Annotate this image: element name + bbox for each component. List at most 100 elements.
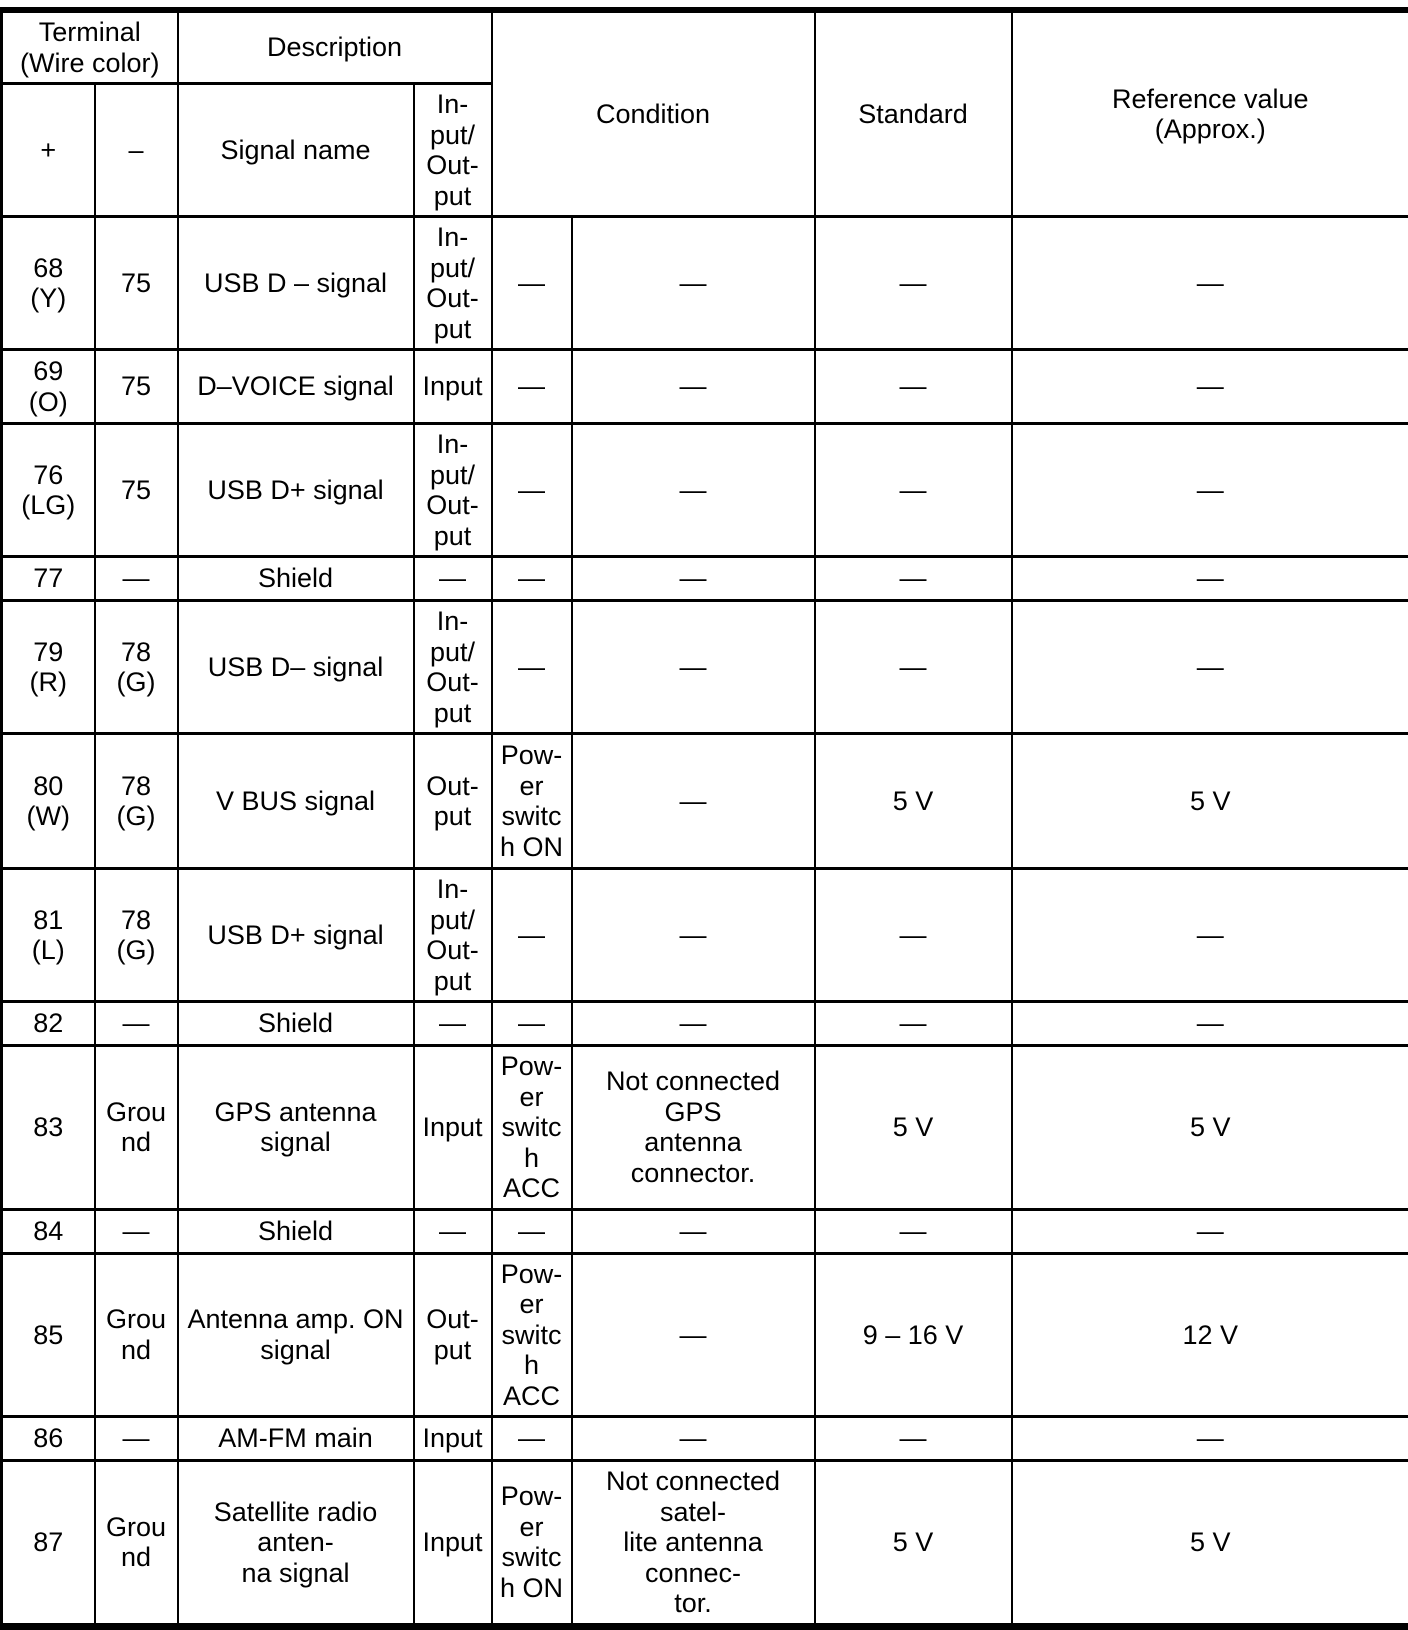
standard-cell: —: [815, 350, 1012, 424]
header-signal-name: Signal name: [178, 84, 414, 217]
signal-name-cell: AM-FM main: [178, 1417, 414, 1461]
reference-value-cell: —: [1012, 557, 1408, 601]
terminal-minus-cell: —: [95, 1417, 178, 1461]
table-body: 68 (Y) 75 USB D – signal In- put/ Out- p…: [2, 217, 1408, 1627]
input-output-cell: —: [414, 1002, 492, 1046]
standard-cell: 5 V: [815, 1046, 1012, 1210]
condition-detail-cell: —: [572, 869, 815, 1002]
condition-detail-cell: —: [572, 217, 815, 350]
standard-cell: —: [815, 217, 1012, 350]
signal-name-cell: USB D– signal: [178, 601, 414, 734]
header-terminal-plus: +: [2, 84, 95, 217]
table-row: 86 — AM-FM main Input — — — —: [2, 1417, 1408, 1461]
terminal-plus-cell: 81 (L): [2, 869, 95, 1002]
terminal-minus-cell: Grou nd: [95, 1046, 178, 1210]
condition-switch-cell: —: [492, 1209, 572, 1253]
condition-detail-cell: —: [572, 601, 815, 734]
condition-detail-cell: —: [572, 1417, 815, 1461]
input-output-cell: Input: [414, 1461, 492, 1627]
terminal-minus-cell: —: [95, 1002, 178, 1046]
reference-value-cell: —: [1012, 217, 1408, 350]
terminal-minus-cell: 78 (G): [95, 734, 178, 869]
input-output-cell: In- put/ Out- put: [414, 869, 492, 1002]
terminal-plus-cell: 85: [2, 1253, 95, 1417]
table-row: 85 Grou nd Antenna amp. ON signal Out- p…: [2, 1253, 1408, 1417]
condition-switch-cell: —: [492, 557, 572, 601]
input-output-cell: Out- put: [414, 1253, 492, 1417]
signal-name-cell: D–VOICE signal: [178, 350, 414, 424]
input-output-cell: Input: [414, 350, 492, 424]
signal-name-cell: USB D+ signal: [178, 869, 414, 1002]
header-reference-value: Reference value (Approx.): [1012, 10, 1408, 217]
condition-detail-cell: —: [572, 1002, 815, 1046]
standard-cell: —: [815, 424, 1012, 557]
table-row: 80 (W) 78 (G) V BUS signal Out- put Pow-…: [2, 734, 1408, 869]
signal-name-cell: Shield: [178, 1209, 414, 1253]
condition-switch-cell: Pow- er switc h ON: [492, 734, 572, 869]
header-input-output: In- put/ Out- put: [414, 84, 492, 217]
header-terminal-minus: –: [95, 84, 178, 217]
table-row: 84 — Shield — — — — —: [2, 1209, 1408, 1253]
terminal-plus-cell: 77: [2, 557, 95, 601]
terminal-plus-cell: 83: [2, 1046, 95, 1210]
standard-cell: —: [815, 1209, 1012, 1253]
input-output-cell: Input: [414, 1417, 492, 1461]
input-output-cell: In- put/ Out- put: [414, 424, 492, 557]
signal-name-cell: Shield: [178, 1002, 414, 1046]
table-row: 77 — Shield — — — — —: [2, 557, 1408, 601]
terminal-plus-cell: 69 (O): [2, 350, 95, 424]
condition-detail-cell: —: [572, 1253, 815, 1417]
condition-switch-cell: Pow- er switc h ON: [492, 1461, 572, 1627]
reference-value-cell: —: [1012, 1209, 1408, 1253]
reference-value-cell: —: [1012, 424, 1408, 557]
condition-switch-cell: —: [492, 601, 572, 734]
terminal-minus-cell: 75: [95, 424, 178, 557]
standard-cell: —: [815, 601, 1012, 734]
condition-switch-cell: —: [492, 1417, 572, 1461]
terminal-plus-cell: 82: [2, 1002, 95, 1046]
signal-name-cell: Shield: [178, 557, 414, 601]
signal-name-cell: Satellite radio anten- na signal: [178, 1461, 414, 1627]
reference-value-cell: —: [1012, 1417, 1408, 1461]
standard-cell: —: [815, 1002, 1012, 1046]
terminal-plus-cell: 80 (W): [2, 734, 95, 869]
terminal-minus-cell: 75: [95, 217, 178, 350]
input-output-cell: —: [414, 1209, 492, 1253]
reference-value-cell: —: [1012, 601, 1408, 734]
table-row: 69 (O) 75 D–VOICE signal Input — — — —: [2, 350, 1408, 424]
input-output-cell: In- put/ Out- put: [414, 601, 492, 734]
terminal-minus-cell: Grou nd: [95, 1461, 178, 1627]
reference-value-cell: 5 V: [1012, 1461, 1408, 1627]
header-row-group: Terminal (Wire color) Description Condit…: [2, 10, 1408, 84]
standard-cell: 9 – 16 V: [815, 1253, 1012, 1417]
table-row: 87 Grou nd Satellite radio anten- na sig…: [2, 1461, 1408, 1627]
table-row: 83 Grou nd GPS antenna signal Input Pow-…: [2, 1046, 1408, 1210]
reference-value-cell: —: [1012, 869, 1408, 1002]
reference-value-cell: 12 V: [1012, 1253, 1408, 1417]
table-row: 79 (R) 78 (G) USB D– signal In- put/ Out…: [2, 601, 1408, 734]
terminal-plus-cell: 76 (LG): [2, 424, 95, 557]
signal-name-cell: USB D+ signal: [178, 424, 414, 557]
terminal-minus-cell: 78 (G): [95, 601, 178, 734]
signal-name-cell: USB D – signal: [178, 217, 414, 350]
condition-detail-cell: —: [572, 557, 815, 601]
condition-detail-cell: Not connected satel- lite antenna connec…: [572, 1461, 815, 1627]
signal-name-cell: V BUS signal: [178, 734, 414, 869]
input-output-cell: In- put/ Out- put: [414, 217, 492, 350]
input-output-cell: Out- put: [414, 734, 492, 869]
reference-value-cell: —: [1012, 350, 1408, 424]
header-standard: Standard: [815, 10, 1012, 217]
terminal-plus-cell: 68 (Y): [2, 217, 95, 350]
standard-cell: 5 V: [815, 734, 1012, 869]
input-output-cell: Input: [414, 1046, 492, 1210]
header-terminal-wire-color: Terminal (Wire color): [2, 10, 178, 84]
signal-name-cell: Antenna amp. ON signal: [178, 1253, 414, 1417]
terminal-minus-cell: —: [95, 557, 178, 601]
terminal-plus-cell: 87: [2, 1461, 95, 1627]
terminal-minus-cell: 75: [95, 350, 178, 424]
terminal-minus-cell: Grou nd: [95, 1253, 178, 1417]
reference-value-cell: 5 V: [1012, 1046, 1408, 1210]
terminal-reference-table: Terminal (Wire color) Description Condit…: [0, 7, 1408, 1630]
terminal-plus-cell: 86: [2, 1417, 95, 1461]
standard-cell: 5 V: [815, 1461, 1012, 1627]
